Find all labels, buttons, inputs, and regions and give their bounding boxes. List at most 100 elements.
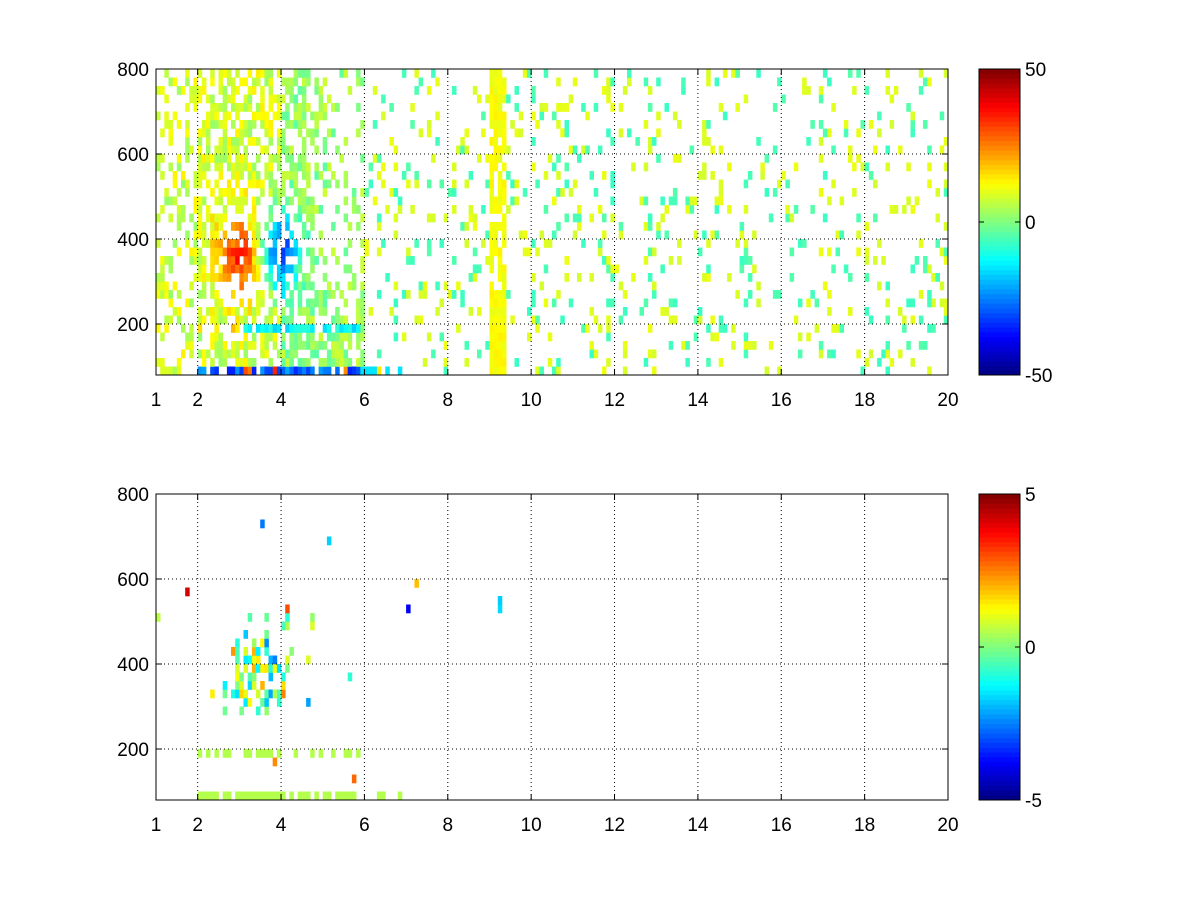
heatmap-cell xyxy=(664,307,669,316)
heatmap-cell xyxy=(243,307,248,316)
heatmap-cell xyxy=(702,230,707,240)
heatmap-cell xyxy=(514,86,519,95)
heatmap-cell xyxy=(164,94,169,104)
heatmap-cell xyxy=(289,154,294,163)
heatmap-cell xyxy=(293,213,299,223)
heatmap-cell xyxy=(243,77,248,87)
heatmap-cell xyxy=(389,137,394,146)
colorbar-swatch xyxy=(979,193,1020,199)
colorbar: 50-5 xyxy=(978,485,1042,812)
heatmap-cell xyxy=(247,120,253,129)
heatmap-cell xyxy=(539,111,544,121)
heatmap-cell xyxy=(452,162,457,172)
heatmap-cell xyxy=(326,162,332,172)
heatmap-cell xyxy=(910,298,915,308)
heatmap-cell xyxy=(201,791,207,801)
heatmap-cell xyxy=(864,247,870,257)
heatmap-cell xyxy=(306,273,311,282)
heatmap-cell xyxy=(343,358,349,367)
heatmap-cell xyxy=(418,290,424,299)
heatmap-cell xyxy=(289,247,294,257)
colorbar-swatch xyxy=(979,776,1020,782)
heatmap-cell xyxy=(347,324,353,333)
heatmap-cell xyxy=(301,77,307,87)
heatmap-cell xyxy=(543,239,549,248)
heatmap-cell xyxy=(360,332,365,342)
heatmap-cell xyxy=(231,145,236,155)
heatmap-cell xyxy=(685,341,690,350)
heatmap-cell xyxy=(256,647,261,656)
heatmap-cell xyxy=(164,324,169,333)
heatmap-cell xyxy=(314,171,319,180)
colorbar-swatch xyxy=(979,642,1020,648)
heatmap-cell xyxy=(193,230,198,240)
heatmap-cell xyxy=(210,111,215,121)
heatmap-cell xyxy=(489,179,494,189)
heatmap-cell xyxy=(156,281,161,291)
heatmap-cell xyxy=(251,264,257,274)
heatmap-cell xyxy=(489,196,494,206)
heatmap-cell xyxy=(497,256,503,265)
heatmap-cell xyxy=(777,77,782,87)
heatmap-cell xyxy=(597,324,603,333)
heatmap-cell xyxy=(756,281,761,291)
heatmap-cell xyxy=(331,749,336,758)
heatmap-cell xyxy=(481,128,486,138)
colorbar-swatch xyxy=(979,107,1020,113)
heatmap-cell xyxy=(493,86,499,95)
heatmap-cell xyxy=(864,307,870,316)
heatmap-cell xyxy=(297,366,303,376)
heatmap-cell xyxy=(251,332,257,342)
heatmap-cell xyxy=(210,188,215,197)
heatmap-cell xyxy=(285,86,290,95)
heatmap-cell xyxy=(289,86,294,95)
heatmap-cell xyxy=(856,154,861,163)
heatmap-cell xyxy=(410,120,415,129)
heatmap-cell xyxy=(210,213,215,223)
heatmap-cell xyxy=(489,264,494,274)
heatmap-cell xyxy=(752,341,757,350)
heatmap-cell xyxy=(285,111,290,121)
heatmap-cell xyxy=(260,332,265,342)
heatmap-cell xyxy=(622,366,628,376)
heatmap-cell xyxy=(260,120,265,129)
heatmap-cell xyxy=(539,366,544,376)
heatmap-cell xyxy=(247,256,253,265)
colorbar-swatch xyxy=(979,260,1020,266)
heatmap-cell xyxy=(214,298,219,308)
heatmap-cell xyxy=(597,145,603,155)
heatmap-cell xyxy=(414,179,419,189)
x-tick-label: 8 xyxy=(443,815,454,836)
heatmap-cell xyxy=(331,332,336,342)
heatmap-cell xyxy=(243,664,248,673)
heatmap-cell xyxy=(401,290,407,299)
heatmap-cell xyxy=(285,315,290,325)
colorbar-swatch xyxy=(979,570,1020,576)
heatmap-cell xyxy=(831,264,836,274)
heatmap-cell xyxy=(289,332,294,342)
heatmap-cell xyxy=(218,162,223,172)
colorbar-swatch xyxy=(979,522,1020,528)
x-tick-label: 20 xyxy=(937,390,958,411)
heatmap-cell xyxy=(189,341,194,350)
heatmap-cell xyxy=(510,120,515,129)
heatmap-cell xyxy=(318,171,324,180)
colorbar-swatch xyxy=(979,723,1020,729)
heatmap-cell xyxy=(218,239,223,248)
heatmap-cell xyxy=(239,196,244,206)
heatmap-cell xyxy=(243,341,248,350)
heatmap-cell xyxy=(268,154,273,163)
heatmap-cell xyxy=(660,213,665,223)
heatmap-cell xyxy=(606,324,611,333)
heatmap-cell xyxy=(376,290,382,299)
heatmap-cell xyxy=(314,77,319,87)
heatmap-cell xyxy=(251,315,257,325)
heatmap-cell xyxy=(452,205,457,214)
heatmap-cell xyxy=(239,230,244,240)
heatmap-cell xyxy=(502,111,507,121)
heatmap-cell xyxy=(197,290,203,299)
heatmap-cell xyxy=(156,154,161,163)
heatmap-cell xyxy=(664,205,669,214)
heatmap-cell xyxy=(518,128,524,138)
heatmap-cell xyxy=(231,77,236,87)
